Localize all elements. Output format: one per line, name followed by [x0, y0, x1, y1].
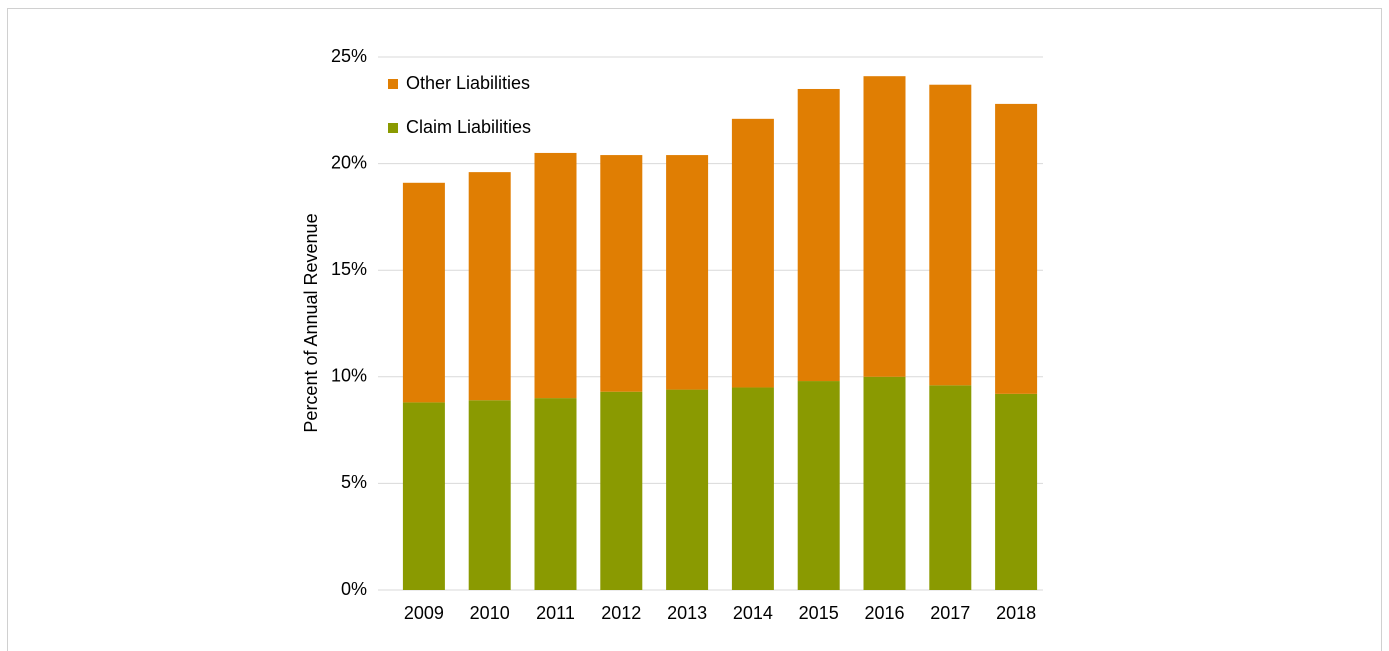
legend-swatch [388, 123, 398, 133]
bar-segment [666, 155, 709, 390]
bar-segment [995, 393, 1038, 590]
x-tick-label: 2011 [536, 603, 575, 623]
x-tick-label: 2010 [470, 603, 510, 623]
y-tick-label: 0% [341, 579, 367, 599]
bar-segment [534, 152, 577, 399]
bar-segment [534, 398, 577, 590]
legend-label: Other Liabilities [406, 73, 530, 93]
x-tick-label: 2013 [667, 603, 707, 623]
bar-segment [863, 76, 906, 377]
frame [7, 8, 1382, 651]
x-tick-label: 2009 [404, 603, 444, 623]
bar-segment [600, 391, 643, 590]
bar-segment [402, 402, 445, 590]
bar-segment [929, 385, 972, 590]
x-tick-label: 2016 [864, 603, 904, 623]
bar-segment [731, 387, 774, 590]
x-tick-label: 2017 [930, 603, 970, 623]
legend-swatch [388, 79, 398, 89]
x-tick-label: 2015 [799, 603, 839, 623]
bar-segment [402, 182, 445, 403]
bar-segment [666, 389, 709, 590]
x-tick-label: 2012 [601, 603, 641, 623]
y-axis-label: Percent of Annual Revenue [301, 213, 321, 432]
bar-segment [468, 172, 511, 401]
x-tick-label: 2014 [733, 603, 773, 623]
bar-segment [863, 376, 906, 590]
bar-segment [468, 400, 511, 590]
y-tick-label: 15% [331, 259, 367, 279]
bar-segment [731, 118, 774, 388]
bar-segment [797, 88, 840, 382]
y-tick-label: 20% [331, 152, 367, 172]
y-tick-label: 10% [331, 366, 367, 386]
bar-segment [929, 84, 972, 386]
legend-label: Claim Liabilities [406, 117, 531, 137]
bar-segment [995, 103, 1038, 394]
x-tick-label: 2018 [996, 603, 1036, 623]
bar-segment [600, 155, 643, 392]
y-tick-label: 5% [341, 472, 367, 492]
y-tick-label: 25% [331, 46, 367, 66]
bar-segment [797, 381, 840, 590]
